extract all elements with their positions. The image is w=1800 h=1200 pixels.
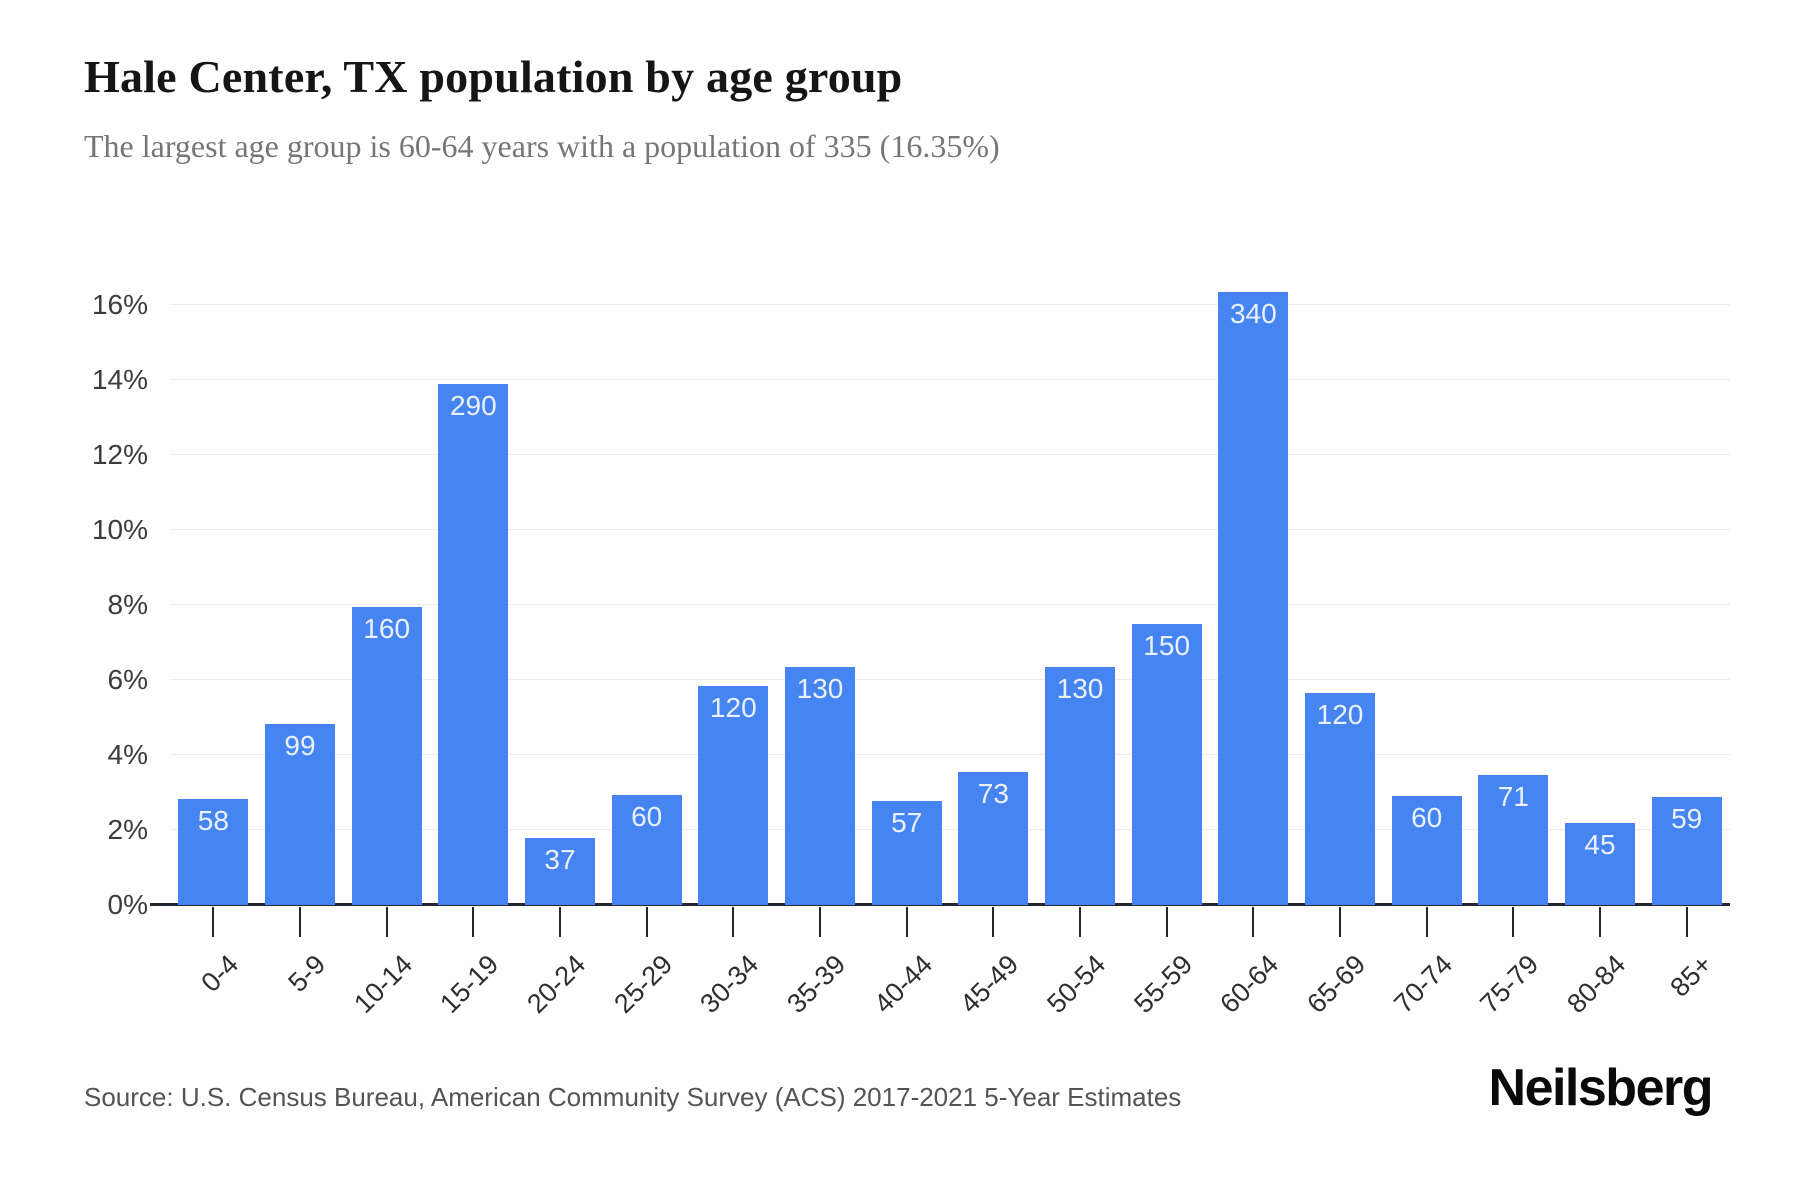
bar-50-54: 130 bbox=[1045, 666, 1115, 905]
bar-value-label: 120 bbox=[1316, 698, 1364, 730]
gridline bbox=[170, 829, 1730, 830]
y-tick-label: 14% bbox=[91, 364, 148, 395]
bar-value-label: 99 bbox=[284, 729, 316, 761]
bar-10-14: 160 bbox=[351, 606, 422, 905]
x-axis-tick bbox=[1165, 907, 1168, 937]
bar-value-label: 60 bbox=[1411, 802, 1443, 834]
bar-5-9: 99 bbox=[265, 723, 335, 905]
bar-value-label: 340 bbox=[1229, 297, 1277, 329]
bar-0-4: 58 bbox=[178, 798, 249, 905]
y-tick-label: 0% bbox=[107, 889, 148, 920]
bar-85+: 59 bbox=[1651, 797, 1722, 905]
y-tick-label: 2% bbox=[107, 814, 148, 845]
x-axis-tick bbox=[212, 907, 215, 937]
x-axis-tick bbox=[1079, 907, 1081, 937]
bar-value-label: 130 bbox=[796, 672, 844, 704]
bar-value-label: 150 bbox=[1143, 629, 1191, 661]
gridline bbox=[170, 379, 1730, 380]
x-axis-tick bbox=[1512, 907, 1515, 937]
bar-value-label: 290 bbox=[449, 389, 497, 421]
bar-value-label: 58 bbox=[197, 804, 229, 836]
x-axis-tick bbox=[559, 907, 561, 937]
source-text: Source: U.S. Census Bureau, American Com… bbox=[84, 1082, 1182, 1112]
bar-45-49: 73 bbox=[958, 771, 1029, 905]
bar-value-label: 120 bbox=[709, 691, 757, 723]
gridline bbox=[170, 304, 1730, 305]
bar-value-label: 37 bbox=[544, 843, 576, 875]
y-tick-label: 12% bbox=[91, 439, 148, 470]
gridline bbox=[170, 679, 1730, 680]
bar-70-74: 60 bbox=[1391, 796, 1462, 905]
y-tick-label: 6% bbox=[107, 664, 148, 695]
bar-value-label: 45 bbox=[1584, 828, 1616, 860]
bar-value-label: 60 bbox=[631, 801, 663, 833]
chart-title: Hale Center, TX population by age group bbox=[84, 51, 903, 102]
bar-value-label: 57 bbox=[891, 806, 923, 838]
bar-80-84: 45 bbox=[1565, 822, 1635, 905]
bar-35-39: 130 bbox=[785, 666, 855, 905]
x-axis-tick bbox=[645, 907, 648, 937]
bar-25-29: 60 bbox=[611, 795, 682, 905]
bar-60-64: 340 bbox=[1218, 291, 1289, 905]
chart-subtitle: The largest age group is 60-64 years wit… bbox=[84, 128, 1000, 164]
y-tick-label: 8% bbox=[107, 589, 148, 620]
bar-30-34: 120 bbox=[698, 685, 769, 905]
x-axis-tick bbox=[1252, 907, 1255, 937]
x-axis-tick bbox=[819, 907, 821, 937]
x-axis-tick bbox=[472, 907, 475, 937]
gridline bbox=[170, 454, 1730, 455]
bar-75-79: 71 bbox=[1478, 775, 1549, 905]
bar-20-24: 37 bbox=[525, 837, 595, 905]
bar-value-label: 160 bbox=[363, 612, 411, 644]
bar-value-label: 73 bbox=[977, 777, 1009, 809]
x-axis-tick bbox=[992, 907, 995, 937]
y-tick-label: 10% bbox=[91, 514, 148, 545]
x-axis-tick bbox=[1685, 907, 1688, 937]
x-axis-tick bbox=[1425, 907, 1428, 937]
bar-65-69: 120 bbox=[1305, 692, 1375, 905]
bar-value-label: 130 bbox=[1056, 672, 1104, 704]
x-axis-tick bbox=[299, 907, 301, 937]
x-axis-tick bbox=[385, 907, 388, 937]
x-axis-tick bbox=[732, 907, 735, 937]
plot-area: 0% 2% 4% 6% 8% 10% 12% 14% 16% 58 0-4 99 5-9 160 10-14… bbox=[92, 265, 1730, 1019]
y-tick-label: 4% bbox=[107, 739, 148, 770]
gridline bbox=[170, 604, 1730, 605]
gridline bbox=[170, 529, 1730, 530]
bar-value-label: 59 bbox=[1671, 803, 1703, 834]
bar-40-44: 57 bbox=[871, 800, 942, 905]
x-axis-tick bbox=[905, 907, 908, 937]
bar-15-19: 290 bbox=[438, 383, 509, 905]
bar-55-59: 150 bbox=[1131, 623, 1202, 905]
brand-logo: Neilsberg bbox=[1488, 1059, 1714, 1117]
gridline bbox=[170, 754, 1730, 755]
y-tick-label: 16% bbox=[91, 289, 148, 320]
x-axis-tick bbox=[1339, 907, 1341, 937]
x-axis-tick bbox=[1599, 907, 1601, 937]
bar-value-label: 71 bbox=[1497, 781, 1529, 813]
